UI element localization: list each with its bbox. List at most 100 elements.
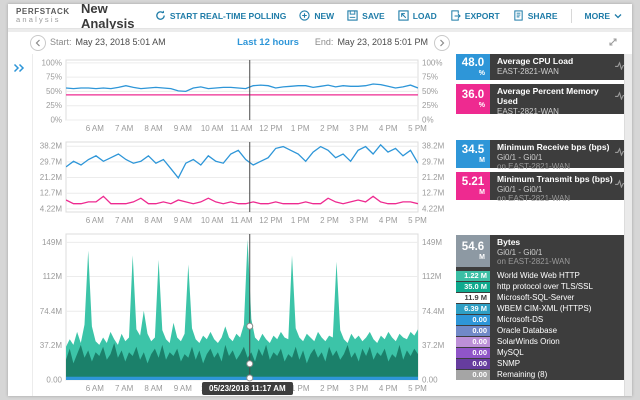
crosshair-handle[interactable]: [246, 322, 254, 330]
y-tick-label: 4.22M: [40, 204, 63, 213]
y-tick-label: 25%: [422, 101, 438, 110]
legend-row[interactable]: 0.00 Microsoft-DS: [456, 314, 630, 325]
y-tick-label: 112M: [43, 272, 63, 281]
x-tick-label: 4 PM: [379, 384, 398, 393]
legend-label: SNMP: [497, 358, 521, 368]
save-button[interactable]: SAVE: [347, 9, 385, 23]
metric-card-memory[interactable]: 36.0 % Average Percent Memory Used EAST-…: [456, 84, 630, 116]
y-tick-label: 0%: [50, 116, 62, 125]
x-tick-label: 10 AM: [201, 216, 224, 225]
export-label: EXPORT: [464, 11, 500, 21]
metric-unit: %: [478, 69, 485, 77]
y-tick-label: 100%: [42, 58, 62, 67]
legend-row[interactable]: 6.39 M WBEM CIM-XML (HTTPS): [456, 303, 630, 314]
end-time: End: May 23, 2018 5:01 PM: [315, 37, 428, 47]
time-forward-button[interactable]: [434, 35, 450, 51]
metric-node: on EAST-2821-WAN: [497, 194, 571, 204]
legend-row[interactable]: 1.22 M World Wide Web HTTP: [456, 270, 630, 281]
more-button[interactable]: MORE: [585, 11, 623, 21]
y-tick-label: 38.2M: [422, 142, 445, 151]
x-tick-label: 3 PM: [349, 216, 368, 225]
metric-value: 54.6: [461, 241, 485, 254]
expand-sidebar-icon[interactable]: [13, 60, 32, 78]
metric-value-box: 36.0 %: [456, 84, 490, 114]
legend-value-chip: 0.00: [456, 369, 490, 380]
chevron-down-icon: [614, 11, 622, 21]
export-button[interactable]: EXPORT: [450, 9, 500, 23]
polling-pulse-icon: [615, 87, 626, 105]
bps-svg: 38.2M 38.2M 29.7M 29.7M 21.2M 21.2M 12.7M 12.7M…: [40, 141, 445, 225]
x-tick-label: 4 PM: [379, 124, 398, 133]
metric-unit: %: [478, 101, 485, 109]
x-tick-label: 5 PM: [408, 384, 427, 393]
y-tick-label: 149M: [422, 238, 442, 247]
more-label: MORE: [584, 11, 611, 21]
y-tick-label: 25%: [46, 101, 62, 110]
share-button[interactable]: SHARE: [513, 9, 558, 23]
x-tick-label: 1 PM: [291, 216, 310, 225]
x-tick-label: 8 AM: [144, 384, 163, 393]
metric-card-receive[interactable]: 34.5 M Minimum Receive bps (bps) Gi0/1 -…: [456, 140, 630, 171]
start-time: Start: May 23, 2018 5:01 AM: [50, 37, 166, 47]
legend-row[interactable]: 0.00 Remaining (8): [456, 369, 630, 380]
crosshair-tooltip: 05/23/2018 11:17 AM: [202, 382, 293, 395]
y-tick-label: 12.7M: [40, 189, 63, 198]
x-tick-label: 4 PM: [379, 216, 398, 225]
legend-row[interactable]: 0.00 SNMP: [456, 358, 630, 369]
metric-subtitle: Gi0/1 - Gi0/1: [497, 152, 543, 162]
y-tick-label: 0%: [422, 116, 434, 125]
legend-value-chip: 35.0 M: [456, 281, 490, 292]
load-button[interactable]: LOAD: [398, 9, 437, 23]
x-tick-label: 7 AM: [115, 384, 134, 393]
metric-subtitle: EAST-2821-WAN: [497, 106, 559, 116]
x-tick-label: 1 PM: [291, 384, 310, 393]
new-button[interactable]: NEW: [299, 9, 334, 23]
legend-row[interactable]: 11.9 M Microsoft-SQL-Server: [456, 292, 630, 303]
y-tick-label: 75%: [46, 73, 62, 82]
y-tick-label: 12.7M: [422, 189, 445, 198]
x-tick-label: 3 PM: [349, 384, 368, 393]
metric-subtitle: Gi0/1 - Gi0/1: [497, 247, 543, 257]
header-divider-strip: [8, 29, 632, 32]
polling-pulse-icon: [615, 175, 626, 193]
legend-label: SolarWinds Orion: [497, 336, 560, 346]
bytes-chart[interactable]: 149M 149M 112M 112M 74.4M 74.4M 37.2M 37.2M 0.00…: [32, 230, 448, 396]
x-tick-label: 7 AM: [115, 216, 134, 225]
x-tick-label: 2 PM: [320, 216, 339, 225]
metric-card-cpu[interactable]: 48.0 % Average CPU Load EAST-2821-WAN: [456, 54, 630, 80]
panel-scrollbar[interactable]: [624, 54, 632, 396]
perfstack-app-window: PERFSTACK analysis New Analysis START RE…: [8, 1, 632, 396]
x-tick-label: 12 PM: [259, 124, 282, 133]
perfstack-logo: PERFSTACK analysis: [8, 8, 71, 24]
x-tick-label: 3 PM: [349, 124, 368, 133]
line-series: [66, 83, 418, 93]
start-polling-button[interactable]: START REAL-TIME POLLING: [155, 10, 286, 23]
metric-card-transmit[interactable]: 5.21 M Minimum Transmit bps (bps) Gi0/1 …: [456, 172, 630, 203]
time-back-button[interactable]: [30, 35, 46, 51]
crosshair-handle[interactable]: [246, 374, 254, 382]
legend-row[interactable]: 35.0 M http protocol over TLS/SSL: [456, 281, 630, 292]
metric-unit: M: [479, 156, 485, 164]
time-range-label[interactable]: Last 12 hours: [237, 37, 299, 48]
crosshair-handle[interactable]: [246, 360, 254, 368]
metric-card-bytes[interactable]: 54.6 M Bytes Gi0/1 - Gi0/1 on EAST-2821-…: [456, 235, 630, 380]
expand-icon[interactable]: [608, 34, 618, 52]
cpu-memory-chart[interactable]: 100% 100% 75% 75% 50% 50% 25% 25% 0% 0% 6 AM 7 AM 8 …: [32, 56, 448, 136]
area-series: [66, 376, 418, 380]
legend-row[interactable]: 0.00 MySQL: [456, 347, 630, 358]
start-polling-label: START REAL-TIME POLLING: [169, 11, 287, 21]
legend-value-chip: 0.00: [456, 358, 490, 369]
x-tick-label: 6 AM: [86, 384, 105, 393]
toolbar: START REAL-TIME POLLING NEW SAVE LOAD EX…: [155, 9, 632, 23]
metric-node: on EAST-2821-WAN: [497, 257, 571, 267]
legend-row[interactable]: 0.00 SolarWinds Orion: [456, 336, 630, 347]
metric-subtitle: EAST-2821-WAN: [497, 66, 559, 76]
x-tick-label: 1 PM: [291, 124, 310, 133]
x-tick-label: 8 AM: [144, 216, 163, 225]
logo-line2: analysis: [16, 15, 61, 25]
legend-row[interactable]: 0.00 Oracle Database: [456, 325, 630, 336]
x-tick-label: 9 AM: [174, 124, 193, 133]
metric-value-box: 48.0 %: [456, 54, 490, 80]
bps-chart[interactable]: 38.2M 38.2M 29.7M 29.7M 21.2M 21.2M 12.7M 12.7M…: [32, 138, 448, 228]
y-tick-label: 50%: [422, 87, 438, 96]
